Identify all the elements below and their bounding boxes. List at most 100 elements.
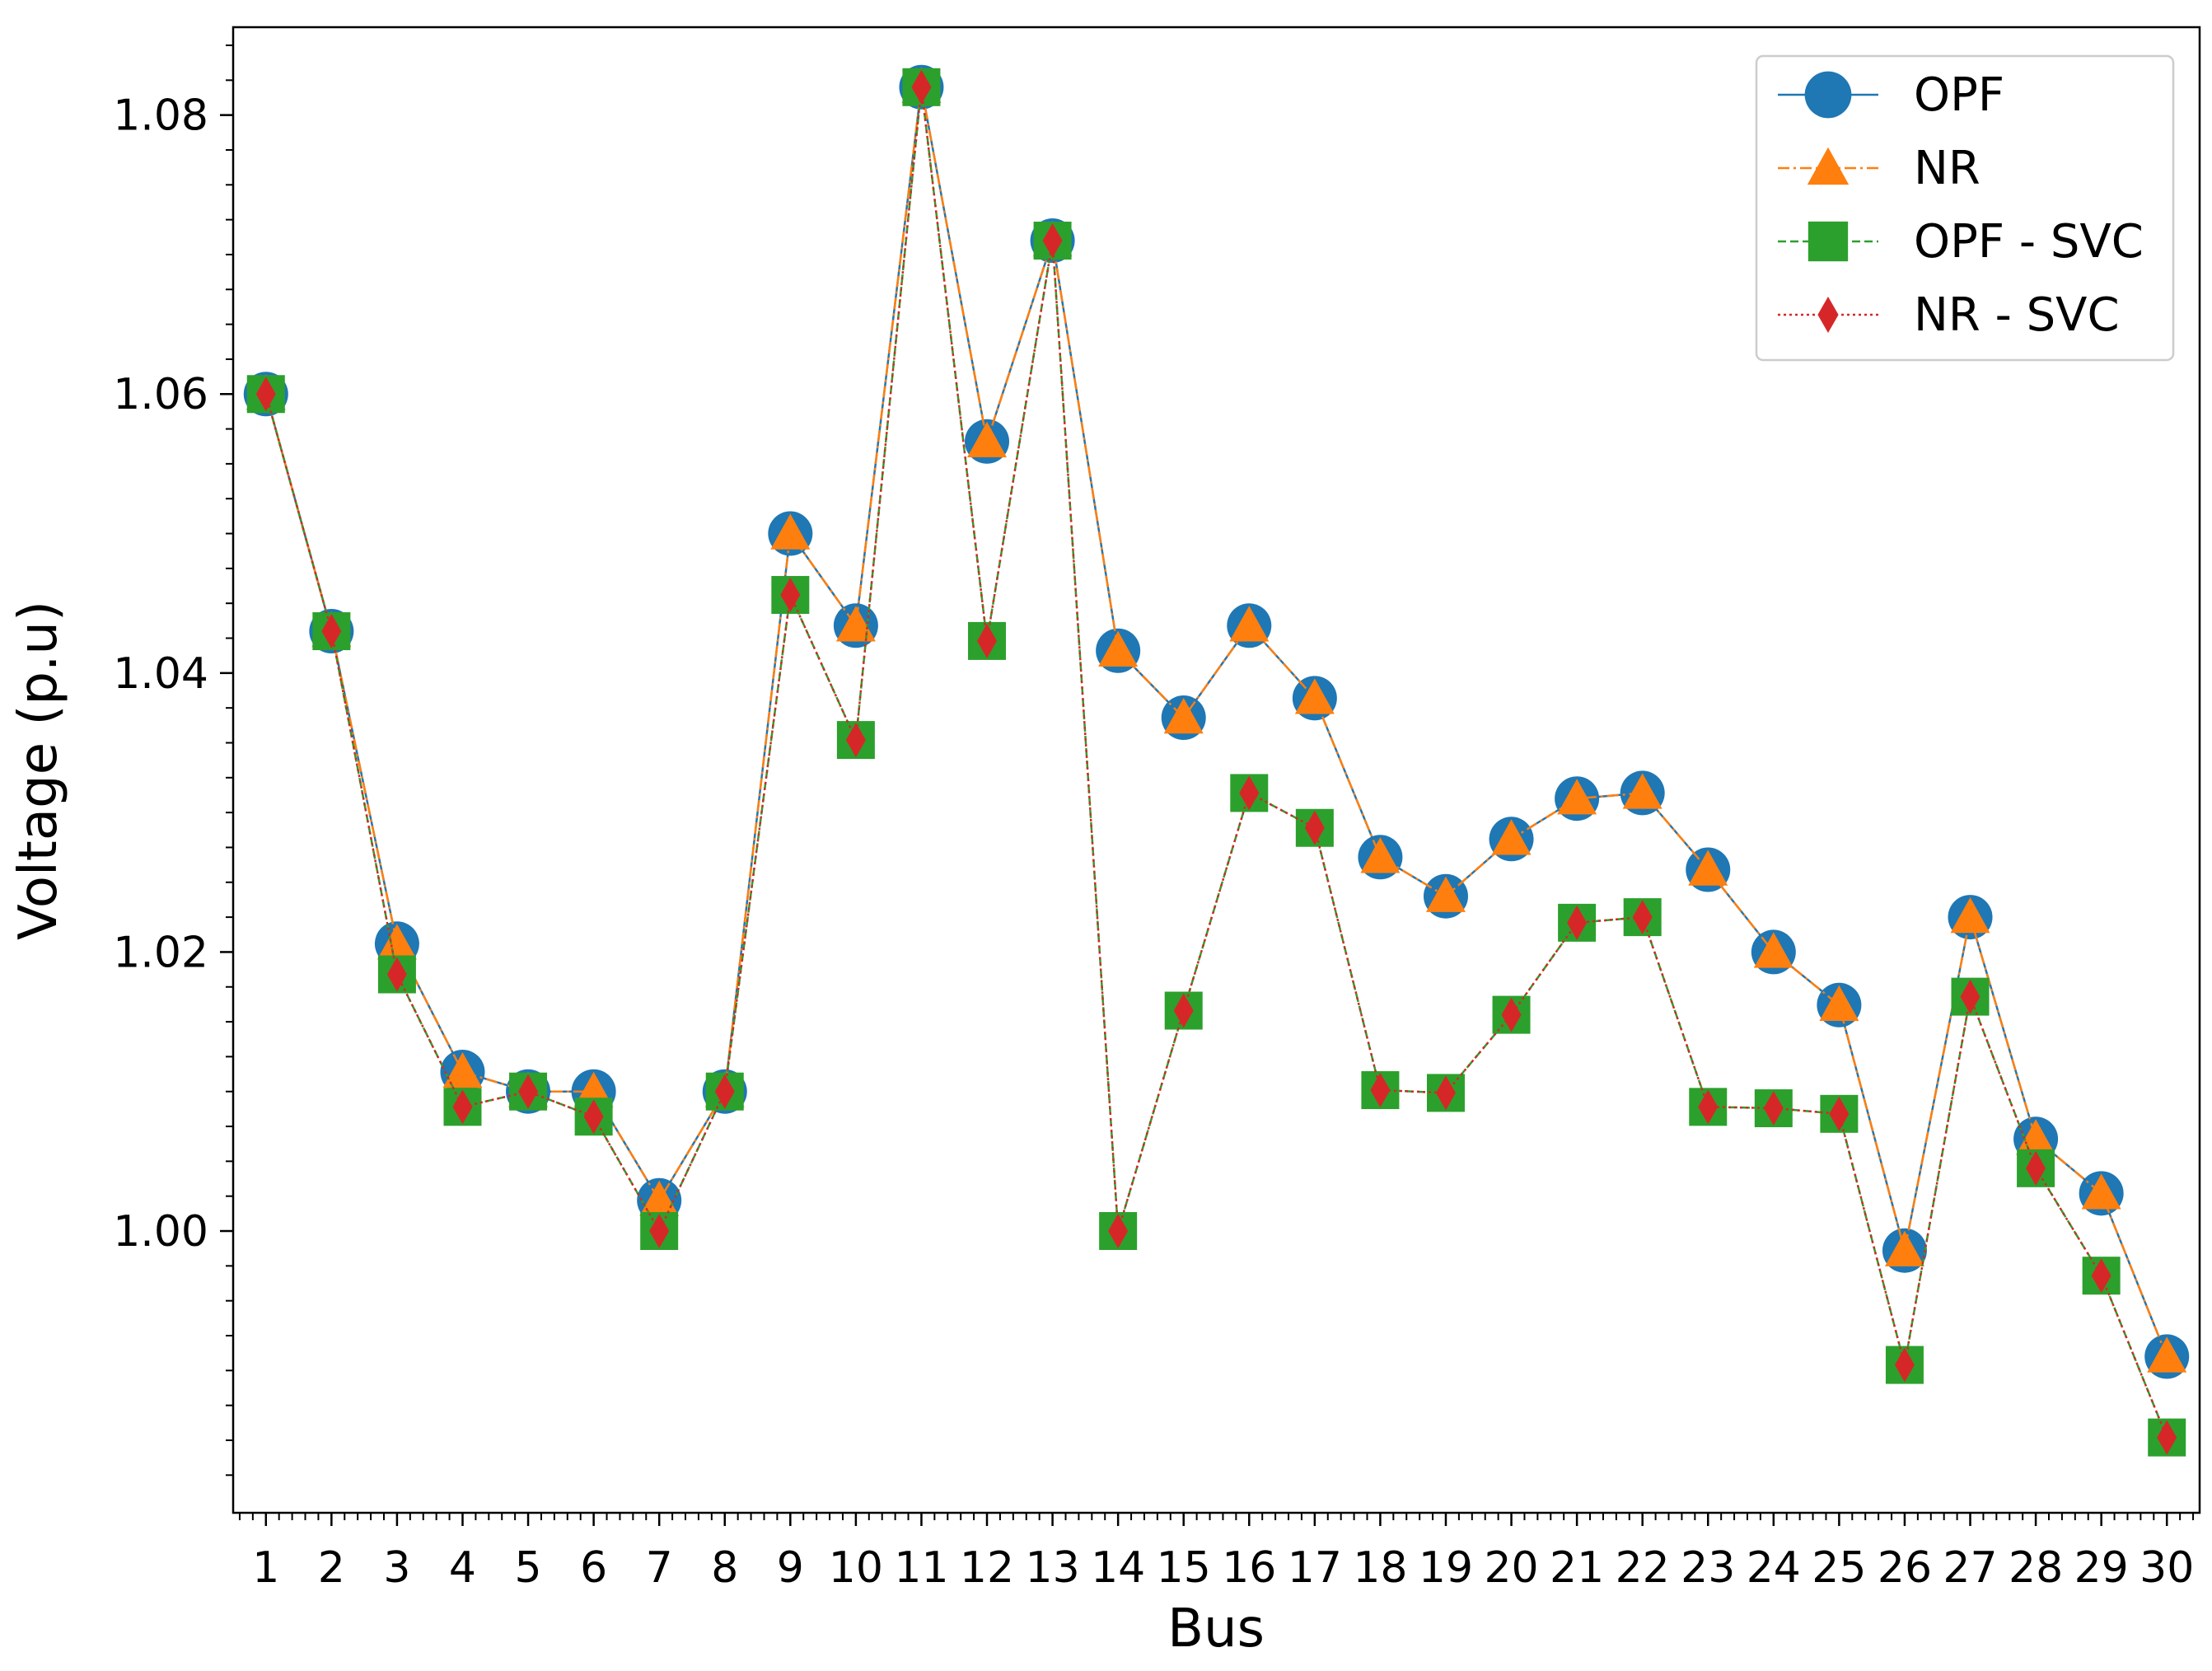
data-point [1698, 1089, 1719, 1125]
data-point [1501, 997, 1522, 1032]
series-line [264, 87, 2168, 1439]
x-axis-label: Bus [1167, 1598, 1265, 1659]
data-point [1229, 606, 1270, 642]
data-point [1622, 773, 1663, 809]
data-point [770, 513, 811, 550]
series-nr-svc [255, 69, 2177, 1455]
data-point [1239, 775, 1260, 811]
x-tick-label: 8 [711, 1543, 738, 1593]
legend-marker [1804, 71, 1852, 119]
data-point [1491, 819, 1532, 855]
legend-label: NR [1914, 142, 1981, 195]
data-point [1884, 1230, 1924, 1266]
data-point [1435, 1075, 1456, 1111]
x-tick-label: 19 [1419, 1543, 1473, 1593]
x-tick-label: 21 [1550, 1543, 1604, 1593]
x-tick-label: 16 [1222, 1543, 1276, 1593]
x-tick-label: 11 [894, 1543, 948, 1593]
x-tick-label: 13 [1025, 1543, 1079, 1593]
data-point [2081, 1173, 2121, 1210]
x-tick-label: 6 [580, 1543, 607, 1593]
data-point [2016, 1119, 2056, 1155]
data-point [911, 69, 932, 105]
plot-frame [231, 26, 2201, 1514]
x-tick-label: 1 [252, 1543, 279, 1593]
data-point [649, 1214, 670, 1249]
data-point [2091, 1258, 2111, 1294]
y-tick-label: 1.04 [113, 649, 208, 699]
data-point [321, 614, 342, 649]
legend-item: NR [1778, 142, 1981, 195]
y-tick-label: 1.06 [113, 370, 208, 419]
legend-label: OPF [1914, 68, 2004, 122]
legend-item: OPF [1778, 68, 2004, 122]
x-tick-label: 27 [1943, 1543, 1997, 1593]
data-point [2157, 1420, 2177, 1455]
data-point [1763, 1091, 1784, 1126]
y-tick-label: 1.00 [113, 1207, 208, 1257]
data-point [2026, 1150, 2046, 1186]
legend-label: OPF - SVC [1914, 215, 2144, 269]
data-point [1557, 779, 1597, 815]
data-point [442, 1052, 483, 1088]
legend-marker [1807, 147, 1850, 185]
data-point [1163, 698, 1204, 734]
x-tick-label: 23 [1681, 1543, 1735, 1593]
data-point [1425, 876, 1466, 912]
x-tick-label: 5 [515, 1543, 542, 1593]
x-tick-label: 17 [1288, 1543, 1342, 1593]
data-point [977, 623, 998, 658]
data-point [967, 421, 1008, 458]
x-tick-label: 25 [1812, 1543, 1866, 1593]
data-point [1173, 993, 1194, 1028]
x-tick-label: 10 [829, 1543, 883, 1593]
x-tick-label: 3 [383, 1543, 410, 1593]
data-point [1894, 1347, 1915, 1383]
data-point [376, 924, 417, 960]
x-tick-label: 28 [2009, 1543, 2063, 1593]
legend-label: NR - SVC [1914, 288, 2120, 342]
data-point [1304, 810, 1325, 845]
data-point [1098, 630, 1139, 667]
data-point [1950, 897, 1990, 934]
legend: OPF NR OPF - SVC NR - SVC [1755, 54, 2175, 362]
y-tick-label: 1.08 [113, 91, 208, 141]
data-point [714, 1074, 735, 1109]
x-tick-label: 12 [960, 1543, 1014, 1593]
legend-marker [1807, 221, 1849, 262]
legend-marker [1817, 296, 1839, 334]
data-point [1632, 900, 1653, 935]
x-tick-label: 22 [1616, 1543, 1670, 1593]
x-tick-label: 30 [2140, 1543, 2194, 1593]
data-marks [243, 64, 2190, 1457]
data-point [639, 1180, 680, 1216]
y-tick-label: 1.02 [113, 928, 208, 977]
x-axis: 1 2 3 4 5 6 7 8 9 10 11 12 13 14 15 16 17 18 19 20 21 22 23 24 2… [238, 1513, 2194, 1593]
data-point [1042, 223, 1063, 259]
data-point [1829, 1096, 1850, 1131]
x-tick-label: 26 [1878, 1543, 1932, 1593]
x-tick-label: 7 [646, 1543, 673, 1593]
x-tick-label: 4 [449, 1543, 476, 1593]
data-point [386, 957, 407, 992]
x-tick-label: 2 [318, 1543, 345, 1593]
data-point [255, 377, 276, 412]
x-tick-label: 29 [2074, 1543, 2129, 1593]
data-point [583, 1099, 604, 1135]
data-point [845, 723, 866, 758]
data-point [1294, 678, 1335, 714]
legend-item: OPF - SVC [1778, 215, 2144, 269]
data-point [1819, 985, 1859, 1021]
data-point [1567, 905, 1588, 940]
data-point [1370, 1073, 1391, 1108]
data-point [518, 1074, 539, 1109]
x-tick-label: 14 [1091, 1543, 1145, 1593]
x-tick-label: 20 [1484, 1543, 1538, 1593]
x-tick-label: 18 [1353, 1543, 1407, 1593]
data-point [1108, 1214, 1129, 1249]
legend-item: NR - SVC [1778, 288, 2120, 342]
legend-box [1755, 54, 2175, 362]
data-point [2147, 1336, 2187, 1373]
